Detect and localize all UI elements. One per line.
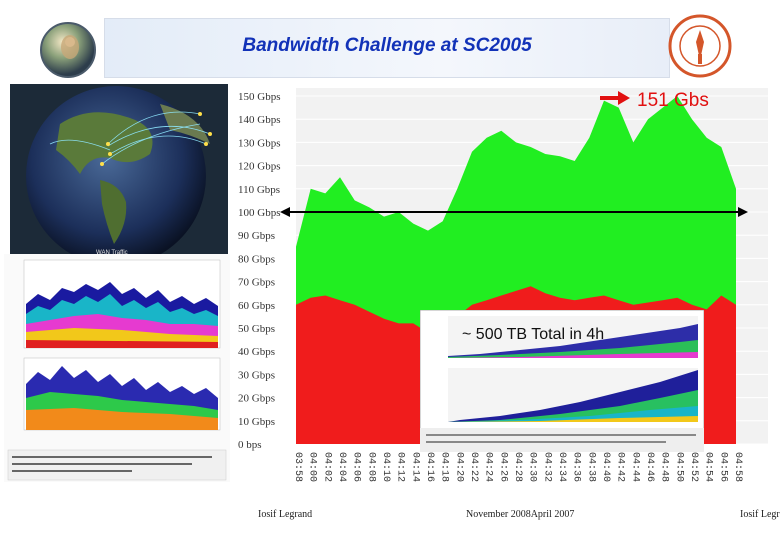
x-tick-label: 03:58 <box>292 452 303 482</box>
x-tick-label: 04:02 <box>321 452 332 482</box>
globe-network-map: WAN Traffic <box>10 84 228 256</box>
y-tick-label: 100 Gbps <box>238 207 280 219</box>
inset-cumulative-chart <box>420 310 704 452</box>
y-tick-label: 70 Gbps <box>238 277 275 289</box>
footer-date: November 2008April 2007 <box>466 509 575 520</box>
x-tick-label: 04:12 <box>395 452 406 482</box>
x-tick-label: 04:10 <box>380 452 391 482</box>
footer-author: Iosif Legrand <box>258 509 313 520</box>
x-tick-label: 04:46 <box>644 452 655 482</box>
y-tick-label: 80 Gbps <box>238 253 275 265</box>
x-tick-label: 04:08 <box>365 452 376 482</box>
x-tick-label: 04:54 <box>703 452 714 482</box>
page-title: Bandwidth Challenge at SC2005 <box>242 35 532 56</box>
x-tick-label: 04:14 <box>409 452 420 482</box>
x-tick-label: 04:40 <box>600 452 611 482</box>
footer-author-right: Iosif Legr <box>740 509 780 520</box>
x-tick-label: 04:30 <box>527 452 538 482</box>
wan-thumbnail-top <box>23 259 221 349</box>
x-tick-label: 04:18 <box>439 452 450 482</box>
x-tick-label: 04:06 <box>351 452 362 482</box>
y-tick-label: 20 Gbps <box>238 393 275 405</box>
x-tick-label: 04:28 <box>512 452 523 482</box>
y-tick-label: 10 Gbps <box>238 416 275 428</box>
institute-seal-icon <box>668 14 732 78</box>
x-tick-label: 04:20 <box>453 452 464 482</box>
x-tick-label: 04:58 <box>732 452 743 482</box>
globe-logo-icon <box>40 22 96 78</box>
x-tick-label: 04:42 <box>615 452 626 482</box>
x-tick-label: 04:56 <box>717 452 728 482</box>
total-annotation: ~ 500 TB Total in 4h <box>462 326 605 343</box>
globe-caption: WAN Traffic <box>96 250 128 256</box>
x-tick-label: 04:48 <box>659 452 670 482</box>
x-tick-label: 04:32 <box>541 452 552 482</box>
y-tick-label: 90 Gbps <box>238 230 275 242</box>
x-tick-label: 04:04 <box>336 452 347 482</box>
peak-annotation: 151 Gbs <box>637 90 709 111</box>
y-tick-label: 40 Gbps <box>238 346 275 358</box>
x-tick-label: 04:38 <box>585 452 596 482</box>
y-tick-label: 150 Gbps <box>238 91 280 103</box>
x-tick-label: 04:16 <box>424 452 435 482</box>
y-tick-label: 30 Gbps <box>238 369 275 381</box>
x-tick-label: 04:50 <box>673 452 684 482</box>
x-tick-label: 04:34 <box>556 452 567 482</box>
x-tick-label: 04:22 <box>468 452 479 482</box>
x-tick-label: 04:36 <box>571 452 582 482</box>
x-tick-label: 04:26 <box>497 452 508 482</box>
reference-arrow-left-icon <box>280 207 290 217</box>
x-tick-label: 04:44 <box>629 452 640 482</box>
title-banner: Bandwidth Challenge at SC2005 <box>104 18 670 78</box>
y-tick-label: 120 Gbps <box>238 161 280 173</box>
x-tick-label: 04:24 <box>483 452 494 482</box>
y-tick-label: 0 bps <box>238 439 262 451</box>
x-tick-label: 04:52 <box>688 452 699 482</box>
y-tick-label: 60 Gbps <box>238 300 275 312</box>
peak-arrow-icon <box>618 91 630 105</box>
y-tick-label: 110 Gbps <box>238 184 280 196</box>
reference-arrow-right-icon <box>738 207 748 217</box>
wan-traffic-thumbnails <box>4 254 230 482</box>
y-tick-label: 50 Gbps <box>238 323 275 335</box>
x-tick-label: 04:00 <box>307 452 318 482</box>
y-tick-label: 140 Gbps <box>238 114 280 126</box>
y-tick-label: 130 Gbps <box>238 137 280 149</box>
wan-thumbnail-bottom <box>23 357 221 431</box>
